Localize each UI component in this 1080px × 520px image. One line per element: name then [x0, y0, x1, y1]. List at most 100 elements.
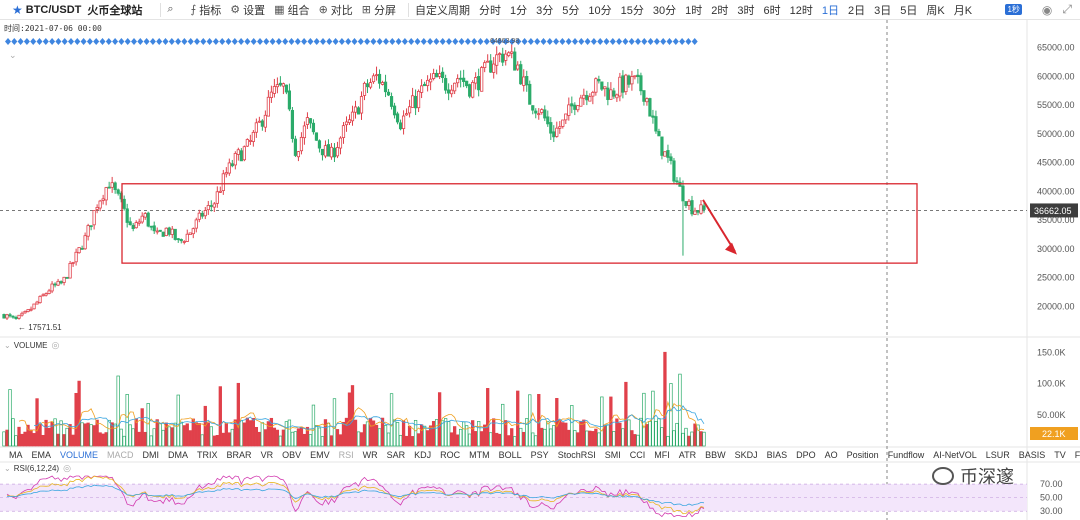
event-marker-diamond [351, 38, 358, 45]
settings-button[interactable]: ⚙ 设置 [230, 2, 265, 18]
price-axis-tick: 30000.00 [1037, 244, 1075, 254]
eye-icon[interactable]: ◎ [51, 340, 60, 350]
volume-bar-up [419, 424, 424, 447]
indicator-tab-position[interactable]: Position [846, 450, 879, 460]
volume-bar-up [579, 420, 583, 447]
indicator-tab-mtm[interactable]: MTM [469, 450, 490, 460]
indicator-tab-vr[interactable]: VR [260, 450, 274, 460]
indicator-tab-roc[interactable]: ROC [440, 450, 461, 460]
candle-up [218, 190, 222, 193]
volume-bar-up [221, 432, 225, 447]
period-7[interactable]: 1时 [685, 4, 703, 17]
indicator-tab-cci[interactable]: CCI [629, 450, 646, 460]
candle-down [413, 95, 418, 109]
indicator-tab-ao[interactable]: AO [824, 450, 838, 460]
candle-down [489, 60, 493, 73]
indicator-tab-boll[interactable]: BOLL [498, 450, 522, 460]
indicator-tab-smi[interactable]: SMI [604, 450, 621, 460]
indicator-tab-dpo[interactable]: DPO [796, 450, 816, 460]
indicator-tab-dma[interactable]: DMA [168, 450, 189, 460]
period-15[interactable]: 5日 [900, 4, 918, 17]
indicator-tab-mfi[interactable]: MFI [654, 450, 670, 460]
period-5[interactable]: 15分 [620, 4, 644, 17]
period-13[interactable]: 2日 [848, 4, 866, 17]
period-3[interactable]: 5分 [562, 4, 580, 17]
layout-button[interactable]: ▦ 组合 [274, 2, 309, 18]
candle-up [323, 145, 328, 157]
indicator-tab-volume[interactable]: VOLUME [60, 450, 99, 460]
candle-down [513, 51, 517, 71]
candle-down [531, 105, 535, 111]
chevron-down-icon[interactable]: ⌄ [4, 341, 11, 350]
indicator-tab-psy[interactable]: PSY [530, 450, 549, 460]
candle-up [362, 82, 367, 96]
favorite-star-icon[interactable]: ★ [12, 2, 23, 17]
volume-bar-up [92, 425, 96, 447]
indicator-tab-ftbs[interactable]: FTBS [1074, 450, 1080, 460]
volume-bar-up [77, 380, 81, 447]
candle-up [624, 74, 628, 93]
indicator-tab-emv[interactable]: EMV [310, 450, 330, 460]
toolbar-right: 1秒 ◉ ⤢ [1005, 2, 1072, 17]
indicator-tab-basis[interactable]: BASIS [1018, 450, 1046, 460]
candle-up [5, 314, 9, 319]
indicator-tab-bias[interactable]: BIAS [766, 450, 788, 460]
period-0[interactable]: 分时 [479, 4, 501, 17]
period-10[interactable]: 6时 [763, 4, 781, 17]
period-2[interactable]: 3分 [536, 4, 554, 17]
indicator-tab-rsi[interactable]: RSI [338, 450, 354, 460]
volume-bar-down [549, 428, 553, 447]
chevron-down-icon[interactable]: ⌄ [4, 464, 11, 473]
indicator-tab-trix[interactable]: TRIX [197, 450, 218, 460]
period-9[interactable]: 3时 [737, 4, 755, 17]
indicator-tab-skdj[interactable]: SKDJ [734, 450, 758, 460]
period-11[interactable]: 12时 [789, 4, 813, 17]
volume-bar-down [284, 421, 289, 447]
indicator-tab-obv[interactable]: OBV [282, 450, 302, 460]
indicator-tab-atr[interactable]: ATR [678, 450, 697, 460]
candle-up [134, 222, 138, 229]
split-screen-button[interactable]: ⊞ 分屏 [362, 2, 396, 18]
period-1[interactable]: 1分 [510, 4, 528, 17]
event-marker-diamond [414, 38, 421, 45]
indicator-tab-brar[interactable]: BRAR [226, 450, 252, 460]
fullscreen-icon[interactable]: ⤢ [1062, 2, 1072, 16]
indicator-button[interactable]: ⨍ 指标 [191, 2, 222, 18]
camera-icon[interactable]: ◉ [1041, 2, 1053, 17]
indicator-tab-ai-netvol[interactable]: AI-NetVOL [933, 450, 977, 460]
rsi24-line [6, 484, 705, 507]
symbol-label[interactable]: BTC/USDT [25, 3, 82, 16]
period-8[interactable]: 2时 [711, 4, 729, 17]
indicator-tab-bbw[interactable]: BBW [705, 450, 726, 460]
event-marker-diamond [86, 38, 93, 45]
indicator-tab-dmi[interactable]: DMI [142, 450, 160, 460]
period-16[interactable]: 周K [926, 4, 945, 17]
indicator-tab-tv[interactable]: TV [1054, 450, 1066, 460]
indicator-tab-stochrsi[interactable]: StochRSI [557, 450, 596, 460]
volume-bar-down [477, 421, 481, 447]
candle-down [444, 78, 448, 91]
period-4[interactable]: 10分 [588, 4, 612, 17]
period-17[interactable]: 月K [953, 4, 973, 17]
indicator-tab-sar[interactable]: SAR [386, 450, 406, 460]
indicator-tab-ema[interactable]: EMA [31, 450, 52, 460]
indicator-tab-macd[interactable]: MACD [107, 450, 134, 460]
compare-button[interactable]: ⊕ 对比 [319, 2, 353, 18]
period-12[interactable]: 1日 [821, 4, 839, 17]
period-6[interactable]: 30分 [652, 4, 677, 17]
candle-down [570, 103, 574, 107]
search-button[interactable]: ⌕ [167, 3, 176, 16]
candle-up [251, 131, 255, 142]
custom-period-button[interactable]: 自定义周期 [415, 4, 470, 17]
eye-icon[interactable]: ◎ [63, 463, 71, 473]
period-14[interactable]: 3日 [874, 4, 892, 17]
volume-bar-down [2, 431, 6, 447]
event-marker-diamond [590, 38, 597, 45]
indicator-tab-ma[interactable]: MA [9, 450, 23, 460]
refresh-badge[interactable]: 1秒 [1005, 4, 1022, 15]
indicator-tab-kdj[interactable]: KDJ [414, 450, 432, 460]
indicator-tab-lsur[interactable]: LSUR [985, 450, 1010, 460]
indicator-tab-wr[interactable]: WR [362, 450, 378, 460]
indicator-tab-fundflow[interactable]: Fundflow [887, 450, 925, 460]
